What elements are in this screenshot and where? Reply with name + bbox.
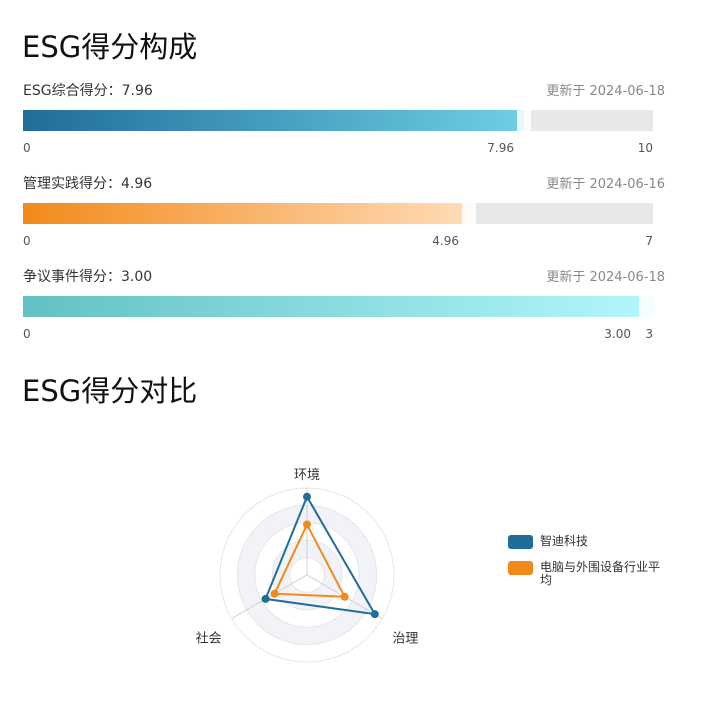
esg-total-score: ESG综合得分：7.96 更新于 2024-06-18 0 7.96 10 <box>23 80 665 160</box>
score-bar-fill <box>23 203 469 224</box>
score-bar-track <box>23 203 653 224</box>
radar-point <box>261 594 270 603</box>
radar-point <box>303 492 311 501</box>
score-bar-marker <box>639 296 653 317</box>
score-value-label: 3.00 <box>604 327 631 341</box>
score-bar-marker <box>462 203 476 224</box>
score-date: 更新于 2024-06-16 <box>546 177 665 192</box>
score-max-label: 3 <box>645 327 653 341</box>
radar-series-line <box>273 522 347 598</box>
score-bar-track <box>23 296 653 317</box>
score-value-label: 7.96 <box>487 141 514 155</box>
score-date: 更新于 2024-06-18 <box>546 270 665 285</box>
legend-swatch <box>508 535 533 549</box>
score-min-label: 0 <box>23 234 31 248</box>
radar-point <box>303 520 311 529</box>
radar-point <box>270 589 279 598</box>
score-min-label: 0 <box>23 327 31 341</box>
composition-title: ESG得分构成 <box>22 30 198 64</box>
score-label: 争议事件得分：3.00 <box>23 269 153 285</box>
radar-series-line <box>264 494 377 616</box>
radar-point <box>370 610 379 619</box>
radar-axis-label: 环境 <box>294 468 320 483</box>
radar-axis-label: 社会 <box>196 631 222 647</box>
score-min-label: 0 <box>23 141 31 155</box>
score-max-label: 10 <box>637 141 653 155</box>
controversy-score: 争议事件得分：3.00 更新于 2024-06-18 0 3.00 3 <box>23 266 665 346</box>
score-value-label: 4.96 <box>432 234 459 248</box>
comparison-title: ESG得分对比 <box>22 374 198 408</box>
score-bar-track <box>23 110 653 131</box>
score-max-label: 7 <box>645 234 653 248</box>
radar-axis-label: 治理 <box>392 632 418 647</box>
legend-swatch <box>508 561 533 575</box>
legend-label: 智迪科技 <box>540 534 589 548</box>
score-label: ESG综合得分：7.96 <box>23 83 153 99</box>
radar-point <box>340 592 349 601</box>
score-label: 管理实践得分：4.96 <box>23 176 153 192</box>
management-practice-score: 管理实践得分：4.96 更新于 2024-06-16 0 4.96 7 <box>23 173 665 253</box>
score-bar-fill <box>23 110 524 131</box>
score-bar-fill <box>23 296 653 317</box>
score-bar-marker <box>517 110 531 131</box>
score-date: 更新于 2024-06-18 <box>546 84 665 99</box>
radar-spoke <box>231 574 308 619</box>
legend-label: 电脑与外围设备行业平均 <box>540 560 661 587</box>
